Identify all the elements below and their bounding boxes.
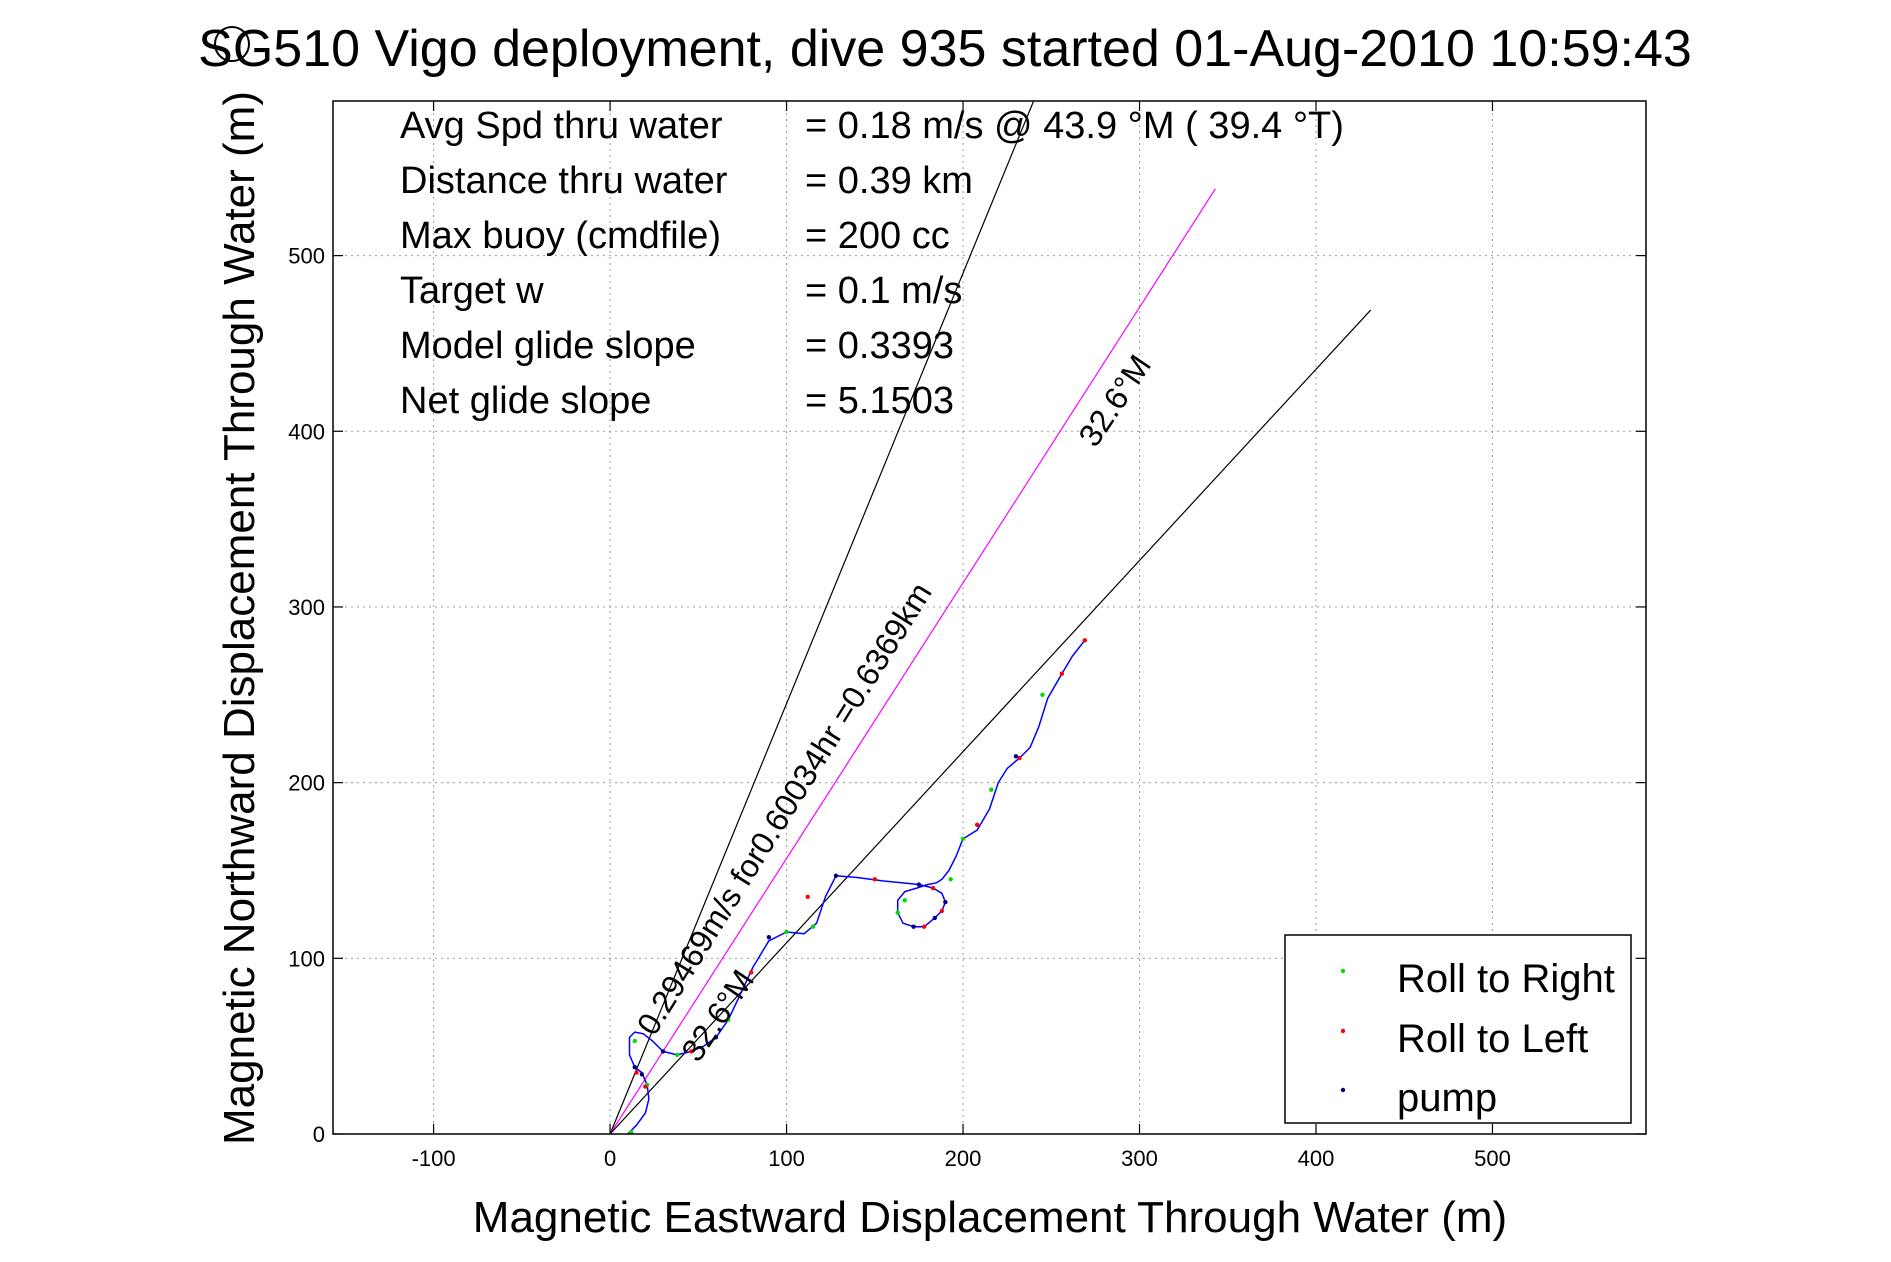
x-tick-label: 300 xyxy=(1121,1146,1158,1171)
legend: Roll to Right Roll to Left pump xyxy=(1284,934,1632,1124)
reference-line-0 xyxy=(609,101,1035,1134)
marker-pump xyxy=(932,915,937,921)
x-tick-label: -100 xyxy=(412,1146,456,1171)
marker-group xyxy=(629,638,1087,1134)
marker-pump xyxy=(713,1035,719,1040)
marker-roll-to-right xyxy=(629,1130,634,1134)
chart-title: SG510 Vigo deployment, dive 935 started … xyxy=(198,20,1692,78)
info-label-1: Distance thru water xyxy=(400,160,728,202)
x-tick-label: 200 xyxy=(945,1146,982,1171)
marker-roll-to-right xyxy=(902,898,907,903)
info-value-4: = 0.3393 xyxy=(805,325,954,367)
marker-pump xyxy=(911,924,916,929)
marker-roll-to-left xyxy=(939,908,945,914)
title-overlay-circle xyxy=(214,26,250,62)
marker-pump xyxy=(766,935,772,940)
y-axis-label: Magnetic Northward Displacement Through … xyxy=(215,91,264,1145)
legend-label-roll-left: Roll to Left xyxy=(1397,1017,1588,1061)
marker-pump xyxy=(833,873,839,878)
marker-roll-to-right xyxy=(784,929,789,935)
marker-roll-to-left xyxy=(1059,671,1065,676)
marker-pump xyxy=(660,1049,666,1054)
marker-roll-to-left xyxy=(805,894,810,900)
marker-roll-to-right xyxy=(948,877,953,882)
info-value-2: = 200 cc xyxy=(805,215,950,257)
marker-roll-to-left xyxy=(689,1049,694,1054)
legend-label-roll-right: Roll to Right xyxy=(1397,957,1615,1001)
info-block: Avg Spd thru water = 0.18 m/s @ 43.9 °M … xyxy=(400,105,1344,422)
marker-roll-to-left xyxy=(1017,755,1022,761)
info-value-3: = 0.1 m/s xyxy=(805,270,962,312)
marker-roll-to-left xyxy=(872,877,877,882)
y-tick-label: 100 xyxy=(288,946,325,971)
marker-roll-to-right xyxy=(895,910,900,915)
y-tick-label: 300 xyxy=(288,595,325,620)
x-tick-label: 100 xyxy=(768,1146,805,1171)
reference-line-2 xyxy=(609,309,1372,1134)
info-label-0: Avg Spd thru water xyxy=(400,105,723,147)
y-tick-label: 400 xyxy=(288,419,325,444)
info-label-4: Model glide slope xyxy=(400,325,696,367)
marker-pump xyxy=(1013,754,1019,759)
marker-roll-to-left xyxy=(749,970,754,975)
plot-frame xyxy=(332,100,1647,1135)
y-tick-label: 0 xyxy=(313,1122,325,1147)
x-tick-label: 0 xyxy=(604,1146,616,1171)
reference-line-1 xyxy=(609,188,1216,1134)
marker-roll-to-right xyxy=(674,1052,680,1058)
legend-marker-pump xyxy=(1340,1087,1346,1093)
info-value-5: = 5.1503 xyxy=(805,380,954,422)
marker-roll-to-right xyxy=(1040,692,1045,697)
marker-roll-to-left xyxy=(922,924,927,929)
legend-marker-roll-left xyxy=(1340,1028,1346,1034)
marker-roll-to-left xyxy=(974,822,980,828)
marker-roll-to-left xyxy=(930,885,936,891)
marker-pump xyxy=(632,1065,637,1070)
marker-roll-to-right xyxy=(960,836,966,842)
x-tick-label: 400 xyxy=(1298,1146,1335,1171)
y-tick-label: 200 xyxy=(288,771,325,796)
x-axis-label: Magnetic Eastward Displacement Through W… xyxy=(473,1193,1507,1242)
marker-roll-to-left xyxy=(643,1084,648,1089)
marker-pump xyxy=(916,882,922,887)
x-tick-label: 500 xyxy=(1474,1146,1511,1171)
marker-roll-to-right xyxy=(989,787,994,792)
info-value-0: = 0.18 m/s @ 43.9 °M ( 39.4 °T) xyxy=(805,105,1344,147)
grid-lines xyxy=(333,101,1646,1135)
info-label-2: Max buoy (cmdfile) xyxy=(400,215,721,257)
plot-content xyxy=(609,101,1372,1134)
marker-roll-to-right xyxy=(726,1017,731,1023)
info-label-3: Target w xyxy=(400,270,544,312)
marker-pump xyxy=(943,899,948,905)
y-tick-label: 500 xyxy=(288,244,325,269)
info-value-1: = 0.39 km xyxy=(805,160,973,202)
marker-roll-to-left xyxy=(634,1070,639,1075)
legend-marker-roll-right xyxy=(1340,968,1346,974)
info-label-5: Net glide slope xyxy=(400,380,651,422)
reference-lines xyxy=(609,101,1372,1134)
marker-roll-to-right xyxy=(810,924,816,929)
marker-pump xyxy=(639,1072,645,1077)
marker-roll-to-left xyxy=(1082,638,1087,643)
legend-label-pump: pump xyxy=(1397,1076,1497,1120)
marker-roll-to-right xyxy=(632,1038,637,1044)
axis-ticks: -100 0 100 200 300 400 500 0 100 200 300 400 500 xyxy=(288,101,1646,1171)
